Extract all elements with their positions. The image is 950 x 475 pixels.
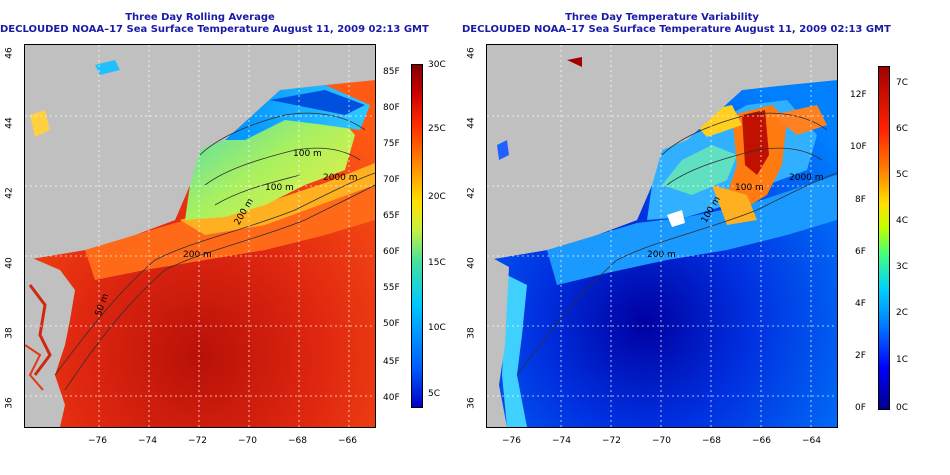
x-tick: −70 <box>652 436 671 446</box>
colorbar-c-label: 20C <box>428 192 446 202</box>
colorbar-f-label: 80F <box>383 103 400 113</box>
colorbar-f-label: 0F <box>855 403 866 413</box>
colorbar-c-label: 7C <box>896 78 909 88</box>
y-tick: 42 <box>466 187 477 199</box>
colorbar-c-label: 3C <box>896 262 909 272</box>
x-tick: −72 <box>188 436 207 446</box>
colorbar-c-label: 10C <box>428 323 446 333</box>
left-title-line1: Three Day Rolling Average <box>125 12 275 23</box>
x-tick: −64 <box>802 436 821 446</box>
colorbar-f-label: 50F <box>383 319 400 329</box>
colorbar-f-label: 8F <box>855 195 866 205</box>
right-title-line2: DECLOUDED NOAA–17 Sea Surface Temperatur… <box>462 24 891 35</box>
colorbar-f-label: 75F <box>383 139 400 149</box>
sst-variability-map: 100 m 100 m 2000 m 200 m <box>486 44 838 428</box>
colorbar-c-label: 4C <box>896 216 909 226</box>
y-tick: 44 <box>466 117 477 129</box>
colorbar-f-label: 12F <box>850 90 867 100</box>
y-tick: 38 <box>4 327 15 339</box>
colorbar-f-label: 10F <box>850 142 867 152</box>
x-tick: −66 <box>752 436 771 446</box>
x-tick: −74 <box>552 436 571 446</box>
colorbar-c-label: 1C <box>896 355 909 365</box>
contour-label: 2000 m <box>789 173 824 183</box>
colorbar-f-label: 70F <box>383 175 400 185</box>
colorbar-c-label: 0C <box>896 403 909 413</box>
x-tick: −72 <box>602 436 621 446</box>
x-tick: −66 <box>338 436 357 446</box>
x-tick: −68 <box>288 436 307 446</box>
right-title-line1: Three Day Temperature Variability <box>565 12 759 23</box>
colorbar-c-label: 5C <box>896 170 909 180</box>
colorbar-f-label: 2F <box>855 351 866 361</box>
colorbar-c-label: 30C <box>428 60 446 70</box>
sst-average-map: 100 m 100 m 200 m 2000 m 200 m 50 m <box>24 44 376 428</box>
y-tick: 46 <box>4 47 15 59</box>
colorbar-c-label: 15C <box>428 258 446 268</box>
contour-label: 100 m <box>735 183 764 193</box>
x-tick: −70 <box>238 436 257 446</box>
contour-label: 200 m <box>647 250 676 260</box>
variability-colorbar <box>878 66 890 410</box>
x-tick: −68 <box>702 436 721 446</box>
colorbar-f-label: 40F <box>383 393 400 403</box>
y-tick: 36 <box>4 397 15 409</box>
colorbar-f-label: 65F <box>383 211 400 221</box>
colorbar-c-label: 6C <box>896 124 909 134</box>
contour-label: 2000 m <box>323 173 358 183</box>
colorbar-f-label: 6F <box>855 247 866 257</box>
sst-variability-image <box>487 45 837 427</box>
colorbar-c-label: 25C <box>428 124 446 134</box>
y-tick: 38 <box>466 327 477 339</box>
x-tick: −74 <box>138 436 157 446</box>
colorbar-c-label: 5C <box>428 389 441 399</box>
y-tick: 42 <box>4 187 15 199</box>
contour-label: 100 m <box>265 183 294 193</box>
contour-label: 200 m <box>183 250 212 260</box>
x-tick: −76 <box>502 436 521 446</box>
sst-colorbar <box>411 64 423 408</box>
colorbar-c-label: 2C <box>896 308 909 318</box>
y-tick: 36 <box>466 397 477 409</box>
x-tick: −76 <box>88 436 107 446</box>
y-tick: 44 <box>4 117 15 129</box>
left-title-line2: DECLOUDED NOAA–17 Sea Surface Temperatur… <box>0 24 429 35</box>
colorbar-f-label: 85F <box>383 67 400 77</box>
y-tick: 40 <box>4 257 15 269</box>
y-tick: 46 <box>466 47 477 59</box>
colorbar-f-label: 45F <box>383 357 400 367</box>
sst-average-image <box>25 45 375 427</box>
colorbar-f-label: 55F <box>383 283 400 293</box>
colorbar-f-label: 60F <box>383 247 400 257</box>
colorbar-f-label: 4F <box>855 299 866 309</box>
contour-label: 100 m <box>293 149 322 159</box>
y-tick: 40 <box>466 257 477 269</box>
